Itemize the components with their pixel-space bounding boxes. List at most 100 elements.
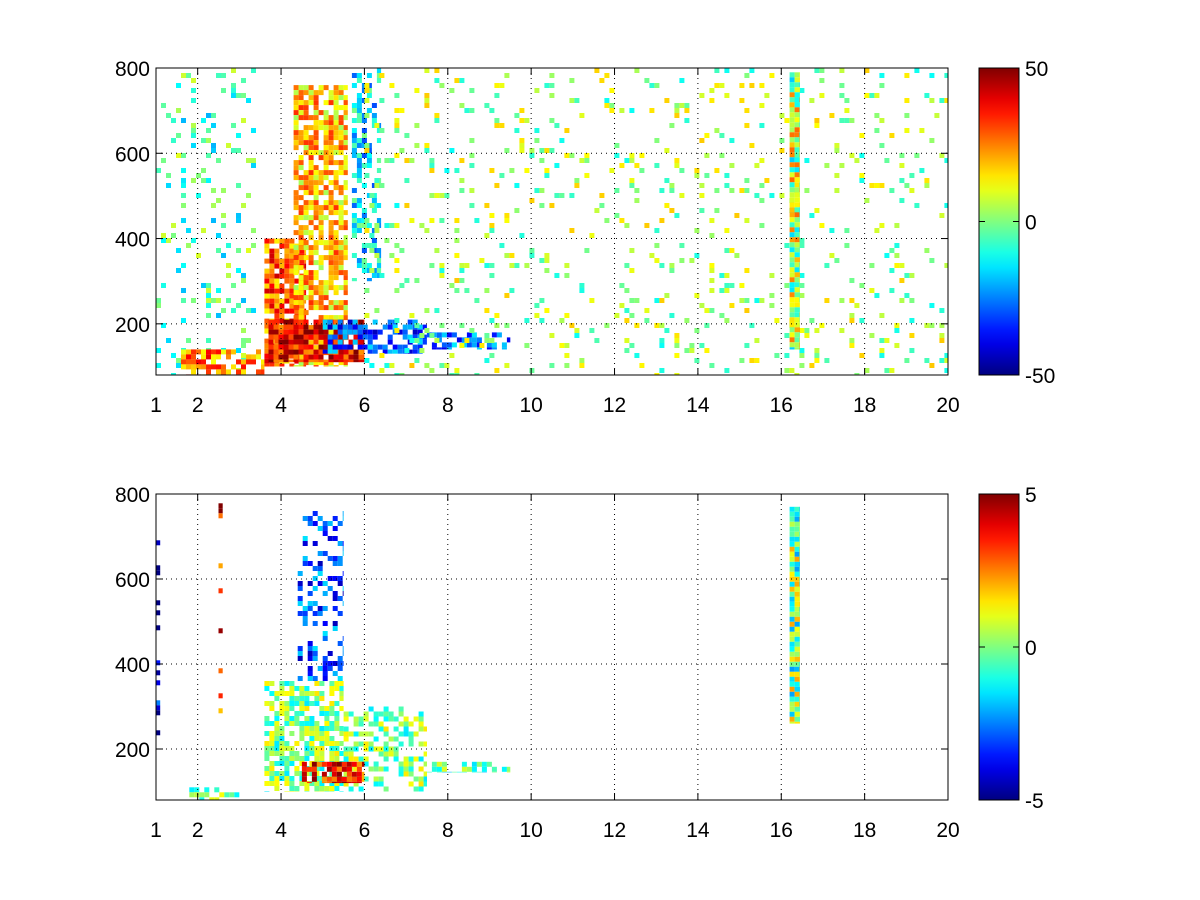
heatmap-cell	[333, 275, 339, 281]
heatmap-cell	[304, 786, 310, 791]
heatmap-cell	[274, 293, 280, 299]
heatmap-cell	[376, 263, 382, 268]
heatmap-cell	[176, 108, 181, 113]
heatmap-cell	[226, 298, 231, 303]
heatmap-cell	[794, 222, 800, 228]
heatmap-cell	[269, 273, 275, 279]
heatmap-cell	[899, 153, 905, 158]
heatmap-cell	[297, 596, 303, 601]
heatmap-cell	[351, 213, 357, 218]
heatmap-cell	[789, 521, 795, 527]
heatmap-cell	[889, 288, 895, 293]
heatmap-cell	[269, 278, 275, 284]
heatmap-cell	[429, 168, 435, 173]
heatmap-cell	[789, 247, 795, 253]
heatmap-cell	[323, 334, 329, 340]
heatmap-cell	[369, 248, 375, 253]
heatmap-cell	[514, 183, 520, 188]
heatmap-cell	[328, 300, 334, 306]
heatmap-cell	[367, 329, 373, 335]
heatmap-cell	[407, 349, 413, 354]
heatmap-cell	[304, 706, 310, 711]
heatmap-cell	[789, 212, 795, 218]
heatmap-cell	[342, 511, 344, 516]
heatmap-cell	[789, 581, 795, 587]
heatmap-cell	[226, 263, 231, 268]
heatmap-cell	[794, 566, 800, 572]
heatmap-cell	[624, 318, 630, 323]
heatmap-cell	[454, 168, 460, 173]
heatmap-cell	[294, 766, 300, 771]
heatmap-cell	[352, 339, 358, 345]
heatmap-cell	[699, 208, 705, 213]
heatmap-cell	[378, 721, 384, 727]
heatmap-cell	[216, 288, 221, 293]
heatmap-cell	[343, 245, 348, 251]
heatmap-cell	[333, 305, 339, 311]
heatmap-cell	[327, 651, 333, 656]
heatmap-cell	[494, 123, 500, 128]
heatmap-cell	[459, 323, 465, 328]
heatmap-cell	[191, 238, 196, 243]
heatmap-cell	[471, 332, 477, 338]
heatmap-cell	[564, 128, 570, 133]
heatmap-cell	[337, 521, 343, 526]
heatmap-cell	[669, 183, 675, 188]
heatmap-cell	[186, 73, 191, 78]
heatmap-cell	[307, 676, 313, 681]
heatmap-cell	[297, 676, 303, 681]
heatmap-cell	[206, 354, 211, 360]
heatmap-cell	[211, 218, 216, 223]
heatmap-cell	[367, 349, 373, 354]
heatmap-cell	[709, 363, 715, 368]
heatmap-cell	[441, 771, 447, 773]
heatmap-cell	[794, 656, 800, 662]
heatmap-cell	[342, 334, 348, 340]
heatmap-cell	[789, 127, 795, 133]
heatmap-cell	[279, 691, 285, 696]
heatmap-cell	[346, 776, 352, 782]
heatmap-cell	[334, 726, 340, 731]
heatmap-cell	[674, 103, 680, 108]
heatmap-cell	[356, 143, 362, 148]
heatmap-cell	[274, 308, 280, 314]
heatmap-cell	[307, 651, 313, 656]
heatmap-cell	[654, 83, 660, 88]
heatmap-cell	[371, 243, 377, 248]
heatmap-cell	[804, 328, 810, 333]
heatmap-cell	[289, 791, 295, 792]
heatmap-cell	[424, 93, 430, 98]
heatmap-cell	[241, 203, 246, 208]
heatmap-cell	[423, 751, 427, 757]
heatmap-cell	[309, 691, 315, 696]
heatmap-cell	[794, 576, 800, 582]
heatmap-cell	[399, 283, 405, 288]
heatmap-cell	[363, 711, 369, 717]
heatmap-cell	[302, 616, 308, 621]
heatmap-cell	[814, 353, 820, 358]
heatmap-cell	[326, 781, 332, 784]
heatmap-cell	[318, 324, 324, 330]
heatmap-cell	[319, 751, 325, 756]
heatmap-cell	[839, 68, 845, 73]
heatmap-cell	[337, 319, 343, 325]
heatmap-cell	[307, 606, 313, 611]
heatmap-cell	[307, 521, 313, 526]
heatmap-cell	[398, 711, 404, 717]
heatmap-cell	[446, 342, 452, 348]
heatmap-cell	[332, 596, 338, 601]
heatmap-cell	[859, 178, 865, 183]
heatmap-cell	[327, 661, 333, 666]
heatmap-cell	[384, 238, 390, 243]
heatmap-cell	[814, 208, 820, 213]
heatmap-cell	[211, 148, 216, 153]
heatmap-cell	[342, 571, 344, 576]
heatmap-cell	[269, 363, 275, 367]
heatmap-cell	[794, 373, 800, 375]
heatmap-cell	[298, 365, 304, 367]
heatmap-cell	[423, 741, 427, 747]
heatmap-cell	[321, 781, 327, 784]
heatmap-cell	[312, 511, 318, 516]
heatmap-cell	[343, 781, 349, 787]
